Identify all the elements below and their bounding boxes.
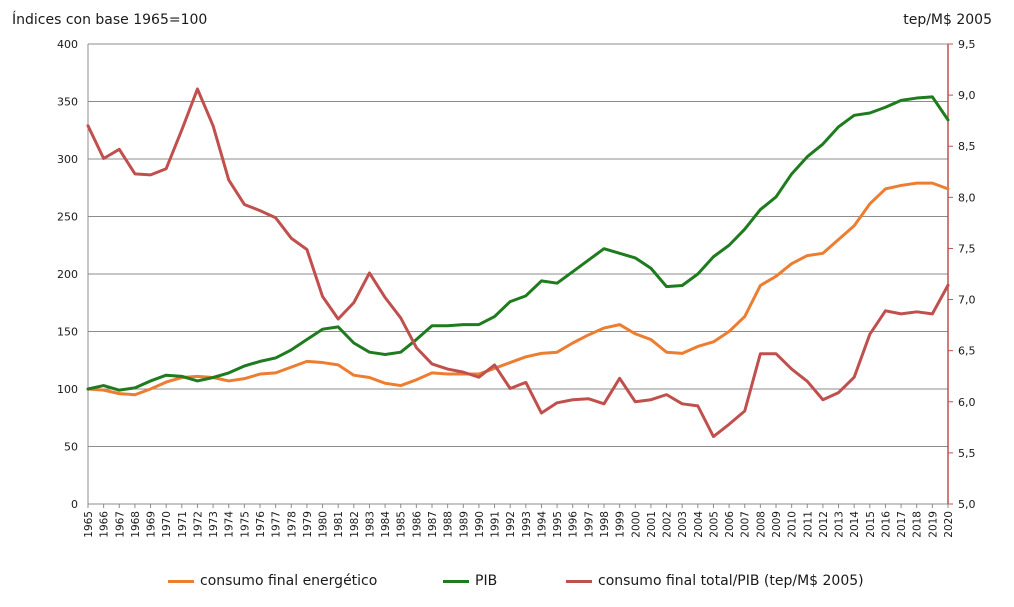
x-tick-label: 2015 (865, 511, 877, 538)
x-tick-label: 1984 (380, 511, 392, 538)
right-axis-title: tep/M$ 2005 (903, 12, 992, 28)
x-tick-label: 2009 (771, 511, 783, 538)
left-tick-label: 300 (57, 153, 78, 166)
left-axis-title: Índices con base 1965=100 (12, 11, 207, 28)
x-tick-label: 2007 (740, 511, 752, 538)
x-axis-ticks: 1965 1966 1967 1968 1969 1970 1971 1972 1973 1974… (83, 504, 955, 538)
x-tick-label: 1996 (568, 511, 580, 538)
right-tick-label: 5,0 (958, 498, 976, 511)
x-tick-label: 1972 (192, 511, 204, 538)
series-line-0 (86, 181, 950, 397)
x-tick-label: 2016 (880, 511, 892, 538)
series-line-2 (86, 87, 950, 439)
x-tick-label: 2001 (646, 511, 658, 538)
x-tick-label: 2004 (693, 511, 705, 538)
x-tick-label: 1974 (224, 511, 236, 538)
right-axis-ticks: 5,0 5,5 6,0 6,5 7,0 7,5 8,0 8,5 9,0 9,5 (948, 38, 976, 511)
x-tick-label: 1998 (599, 511, 611, 538)
legend-label-consumo-final: consumo final energético (200, 573, 378, 589)
left-axis-ticks: 0 50 100 150 200 250 300 350 400 (57, 38, 78, 511)
legend-item-consumo-final: consumo final energético (168, 568, 377, 594)
x-tick-label: 1990 (474, 511, 486, 538)
line-chart: Índices con base 1965=100 tep/M$ 2005 0 5… (12, 11, 992, 538)
x-tick-label: 2006 (724, 511, 736, 538)
x-tick-label: 1978 (286, 511, 298, 538)
left-tick-label: 250 (57, 211, 78, 224)
x-tick-label: 1987 (427, 511, 439, 538)
legend-swatch-pib (443, 579, 469, 583)
left-tick-label: 200 (57, 268, 78, 281)
legend-swatch-intensidad (566, 579, 592, 583)
x-tick-label: 1971 (177, 511, 189, 538)
left-tick-label: 150 (57, 326, 78, 339)
x-tick-label: 1992 (505, 511, 517, 538)
legend-item-pib: PIB (443, 568, 497, 594)
x-tick-label: 1991 (490, 511, 502, 538)
x-tick-label: 1969 (146, 511, 158, 538)
left-tick-label: 100 (57, 383, 78, 396)
left-tick-label: 0 (71, 498, 78, 511)
left-tick-label: 50 (64, 441, 78, 454)
x-tick-label: 1983 (364, 511, 376, 538)
right-tick-label: 8,5 (958, 140, 976, 153)
x-tick-label: 2012 (818, 511, 830, 538)
x-tick-label: 1995 (552, 511, 564, 538)
x-tick-label: 2011 (802, 511, 814, 538)
x-tick-label: 2017 (896, 511, 908, 538)
right-tick-label: 6,0 (958, 396, 976, 409)
legend-label-pib: PIB (475, 573, 498, 589)
x-tick-label: 1967 (114, 511, 126, 538)
x-tick-label: 2018 (912, 511, 924, 538)
x-tick-label: 2014 (849, 511, 861, 538)
x-tick-label: 2013 (834, 511, 846, 538)
x-tick-label: 1968 (130, 511, 142, 538)
x-tick-label: 1975 (239, 511, 251, 538)
x-tick-label: 1999 (615, 511, 627, 538)
left-tick-label: 350 (57, 96, 78, 109)
x-tick-label: 2003 (677, 511, 689, 538)
x-tick-label: 2010 (787, 511, 799, 538)
right-tick-label: 6,5 (958, 345, 976, 358)
legend-label-intensidad: consumo final total/PIB (tep/M$ 2005) (598, 573, 864, 589)
x-tick-label: 1988 (443, 511, 455, 538)
right-tick-label: 5,5 (958, 447, 976, 460)
x-tick-label: 1981 (333, 511, 345, 538)
x-tick-label: 2000 (630, 511, 642, 538)
x-tick-label: 1989 (458, 511, 470, 538)
right-tick-label: 9,0 (958, 89, 976, 102)
x-tick-label: 2019 (927, 511, 939, 538)
x-tick-label: 2008 (755, 511, 767, 538)
x-tick-label: 2005 (708, 511, 720, 538)
x-tick-label: 1966 (99, 511, 111, 538)
right-tick-label: 8,0 (958, 191, 976, 204)
legend-swatch-consumo-final (168, 579, 194, 583)
x-tick-label: 1993 (521, 511, 533, 538)
legend: consumo final energético PIB consumo fin… (0, 568, 1014, 594)
gridlines (88, 43, 948, 447)
x-tick-label: 1994 (536, 511, 548, 538)
x-tick-label: 2020 (943, 511, 955, 538)
right-tick-label: 7,0 (958, 294, 976, 307)
right-tick-label: 9,5 (958, 38, 976, 51)
x-tick-label: 2002 (662, 511, 674, 538)
x-tick-label: 1979 (302, 511, 314, 538)
series-line-1 (86, 95, 950, 392)
x-tick-label: 1980 (318, 511, 330, 538)
left-tick-label: 400 (57, 38, 78, 51)
x-tick-label: 1970 (161, 511, 173, 538)
series-lines (86, 87, 950, 439)
x-tick-label: 1985 (396, 511, 408, 538)
x-tick-label: 1982 (349, 511, 361, 538)
x-tick-label: 1997 (583, 511, 595, 538)
legend-item-intensidad: consumo final total/PIB (tep/M$ 2005) (566, 568, 864, 594)
x-tick-label: 1976 (255, 511, 267, 538)
x-tick-label: 1986 (411, 511, 423, 538)
x-tick-label: 1973 (208, 511, 220, 538)
right-tick-label: 7,5 (958, 242, 976, 255)
x-tick-label: 1965 (83, 511, 95, 538)
x-tick-label: 1977 (271, 511, 283, 538)
